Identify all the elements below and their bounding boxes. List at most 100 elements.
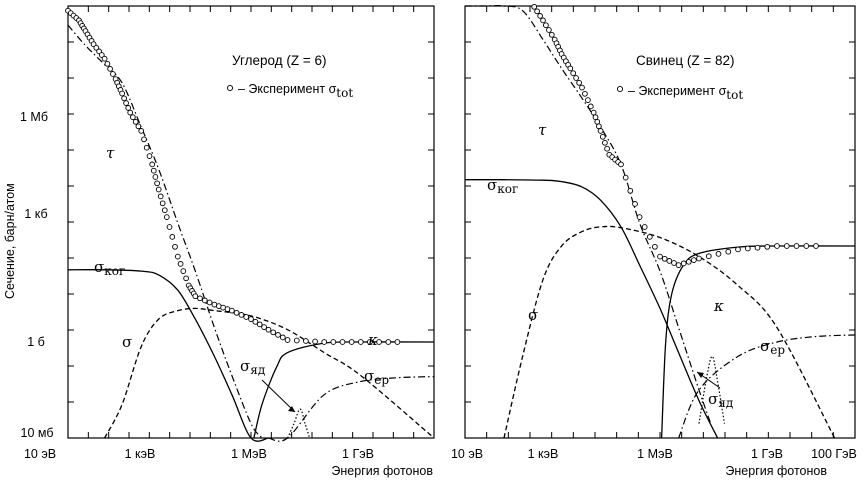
carbon-experiment-point	[293, 337, 300, 344]
lead-legend-text: – Эксперимент σtot	[628, 84, 743, 102]
lead-experiment-point	[622, 174, 629, 181]
carbon-ylabel: Сечение, барн/атом	[3, 183, 17, 299]
carbon-experiment-point	[132, 118, 139, 125]
lead-experiment-point	[599, 133, 606, 140]
carbon-experiment-point	[150, 167, 157, 174]
carbon-experiment-point	[149, 161, 156, 168]
carbon-experiment-point	[180, 268, 187, 274]
carbon-experiment-point	[385, 339, 392, 345]
carbon-experiment-point	[275, 332, 281, 338]
lead-experiment-point	[632, 201, 638, 207]
carbon-experiment-point	[155, 186, 162, 193]
carbon-curve-ep	[268, 376, 435, 442]
carbon-experiment-point	[110, 71, 116, 77]
lead-experiment-points	[531, 3, 819, 268]
lead-chart-panel: 10 эВ 1 кэВ 1 МэВ 1 ГэВ 100 ГэВ Энергия …	[451, 3, 857, 478]
lead-label-incoh: σ	[528, 306, 538, 324]
lead-experiment-point	[671, 260, 677, 266]
lead-experiment-point	[764, 243, 771, 250]
lead-label-tau: τ	[538, 121, 547, 139]
lead-experiment-point	[685, 258, 692, 265]
lead-experiment-point	[576, 79, 582, 86]
carbon-experiment-point	[270, 329, 277, 336]
lead-experiment-point	[537, 13, 543, 19]
carbon-ytick-1b: 1 б	[27, 335, 45, 349]
carbon-experiment-point	[166, 224, 173, 230]
lead-title: Свинец (Z = 82)	[636, 53, 735, 68]
lead-experiment-point	[744, 245, 751, 252]
lead-experiment-point	[546, 27, 552, 33]
carbon-xtick-10ev: 10 эВ	[24, 447, 56, 461]
carbon-experiment-point	[104, 60, 111, 67]
carbon-experiment-point	[135, 123, 142, 130]
carbon-experiment-point	[172, 243, 178, 250]
carbon-experiment-points	[65, 7, 401, 345]
lead-experiment-point	[646, 234, 653, 240]
lead-experiment-point	[705, 253, 712, 260]
carbon-experiment-point	[141, 136, 147, 143]
carbon-experiment-point	[303, 338, 309, 344]
carbon-ytick-10mb: 10 мб	[21, 426, 54, 440]
carbon-experiment-point	[161, 207, 168, 214]
carbon-experiment-point	[279, 334, 286, 341]
lead-experiment-point	[666, 258, 673, 264]
carbon-experiment-point	[339, 339, 346, 345]
carbon-label-kappa: κ	[367, 331, 378, 349]
carbon-ytick-1kb: 1 кб	[24, 207, 47, 221]
carbon-experiment-point	[152, 174, 159, 180]
carbon-experiment-point	[265, 326, 272, 333]
carbon-experiment-point	[119, 90, 125, 97]
carbon-experiment-point	[261, 324, 267, 330]
carbon-experiment-point	[252, 318, 259, 325]
carbon-experiment-point	[146, 153, 153, 159]
carbon-experiment-point	[238, 312, 245, 318]
carbon-experiment-point	[330, 339, 337, 345]
lead-label-nuc: σяд	[708, 390, 733, 410]
lead-label-kappa: κ	[713, 297, 724, 315]
carbon-experiment-point	[121, 95, 127, 102]
carbon-experiment-point	[159, 200, 166, 207]
carbon-nuc-arrowhead	[288, 406, 295, 412]
carbon-experiment-point	[233, 309, 240, 316]
carbon-label-ep: σер	[364, 367, 389, 387]
lead-xtick-100gev: 100 ГэВ	[811, 447, 857, 461]
lead-experiment-point	[803, 243, 810, 249]
carbon-label-tau: τ	[106, 144, 115, 162]
carbon-curve-incoh	[104, 307, 435, 439]
lead-experiment-point	[531, 3, 538, 10]
lead-experiment-point	[540, 17, 546, 24]
lead-experiment-point	[641, 224, 648, 230]
lead-experiment-point	[579, 84, 585, 91]
carbon-curve-nuc	[287, 408, 311, 439]
lead-xtick-10ev: 10 эВ	[451, 447, 483, 461]
lead-experiment-point	[590, 109, 597, 116]
lead-experiment-point	[602, 139, 608, 146]
carbon-experiment-point	[154, 180, 160, 187]
lead-experiment-point	[675, 262, 682, 268]
lead-experiment-point	[715, 251, 722, 257]
carbon-experiment-point	[256, 321, 263, 328]
lead-experiment-point	[661, 255, 668, 262]
carbon-experiment-point	[197, 295, 203, 302]
lead-label-ep: σер	[760, 337, 785, 357]
carbon-experiment-point	[101, 55, 108, 62]
carbon-experiment-point	[174, 253, 181, 260]
carbon-label-incoh: σ	[122, 333, 132, 351]
lead-curve-kappa	[660, 245, 856, 439]
lead-plot-frame	[464, 5, 856, 439]
carbon-experiment-point	[367, 339, 373, 345]
carbon-experiment-point	[123, 100, 129, 106]
lead-xtick-1gev: 1 ГэВ	[751, 447, 783, 461]
carbon-experiment-point	[127, 109, 134, 116]
carbon-legend-marker	[226, 84, 234, 92]
lead-experiment-point	[548, 31, 555, 38]
lead-experiment-point	[567, 65, 574, 72]
carbon-curve-tau	[67, 24, 263, 439]
lead-experiment-point	[652, 243, 658, 250]
carbon-xtick-1kev: 1 кэВ	[125, 447, 156, 461]
lead-experiment-point	[696, 255, 702, 262]
carbon-experiment-point	[201, 297, 208, 304]
lead-experiment-point	[592, 114, 599, 121]
lead-legend-marker	[616, 85, 624, 93]
